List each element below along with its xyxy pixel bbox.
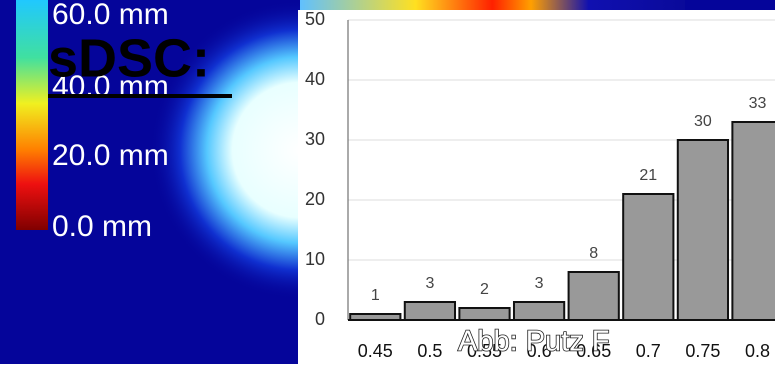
y-tick-label: 20 (305, 189, 325, 209)
bar (514, 302, 564, 320)
colorbar-label: 60.0 mm (52, 0, 169, 31)
colorbar-label: 0.0 mm (52, 210, 152, 243)
colorbar-label: 20.0 mm (52, 139, 169, 172)
value-label: 2 (480, 281, 489, 298)
credit: Abb: Putz F (458, 326, 610, 358)
y-tick-label: 10 (305, 249, 325, 269)
bar (459, 308, 509, 320)
x-tick-label: 0.45 (358, 341, 393, 361)
value-label: 1 (371, 287, 380, 304)
value-label: 8 (589, 245, 598, 262)
value-label: 30 (694, 113, 712, 130)
slide: 60.0 mm 40.0 mm 20.0 mm 0.0 mm sDSC: 010… (0, 0, 775, 364)
y-tick-label: 30 (305, 129, 325, 149)
heading: sDSC: (48, 28, 210, 88)
value-label: 3 (425, 275, 434, 292)
colorbar (16, 0, 48, 230)
x-tick-label: 0.75 (685, 341, 720, 361)
value-label: 3 (535, 275, 544, 292)
y-tick-label: 40 (305, 69, 325, 89)
bar (732, 122, 775, 320)
bar (569, 272, 619, 320)
bar (405, 302, 455, 320)
y-tick-label: 50 (305, 9, 325, 29)
x-tick-label: 0.7 (636, 341, 661, 361)
value-label: 21 (639, 167, 657, 184)
y-tick-label: 0 (315, 309, 325, 329)
x-tick-label: 0.8 (745, 341, 770, 361)
bar (678, 140, 728, 320)
value-label: 33 (749, 95, 767, 112)
bar (623, 194, 673, 320)
x-tick-label: 0.5 (417, 341, 442, 361)
